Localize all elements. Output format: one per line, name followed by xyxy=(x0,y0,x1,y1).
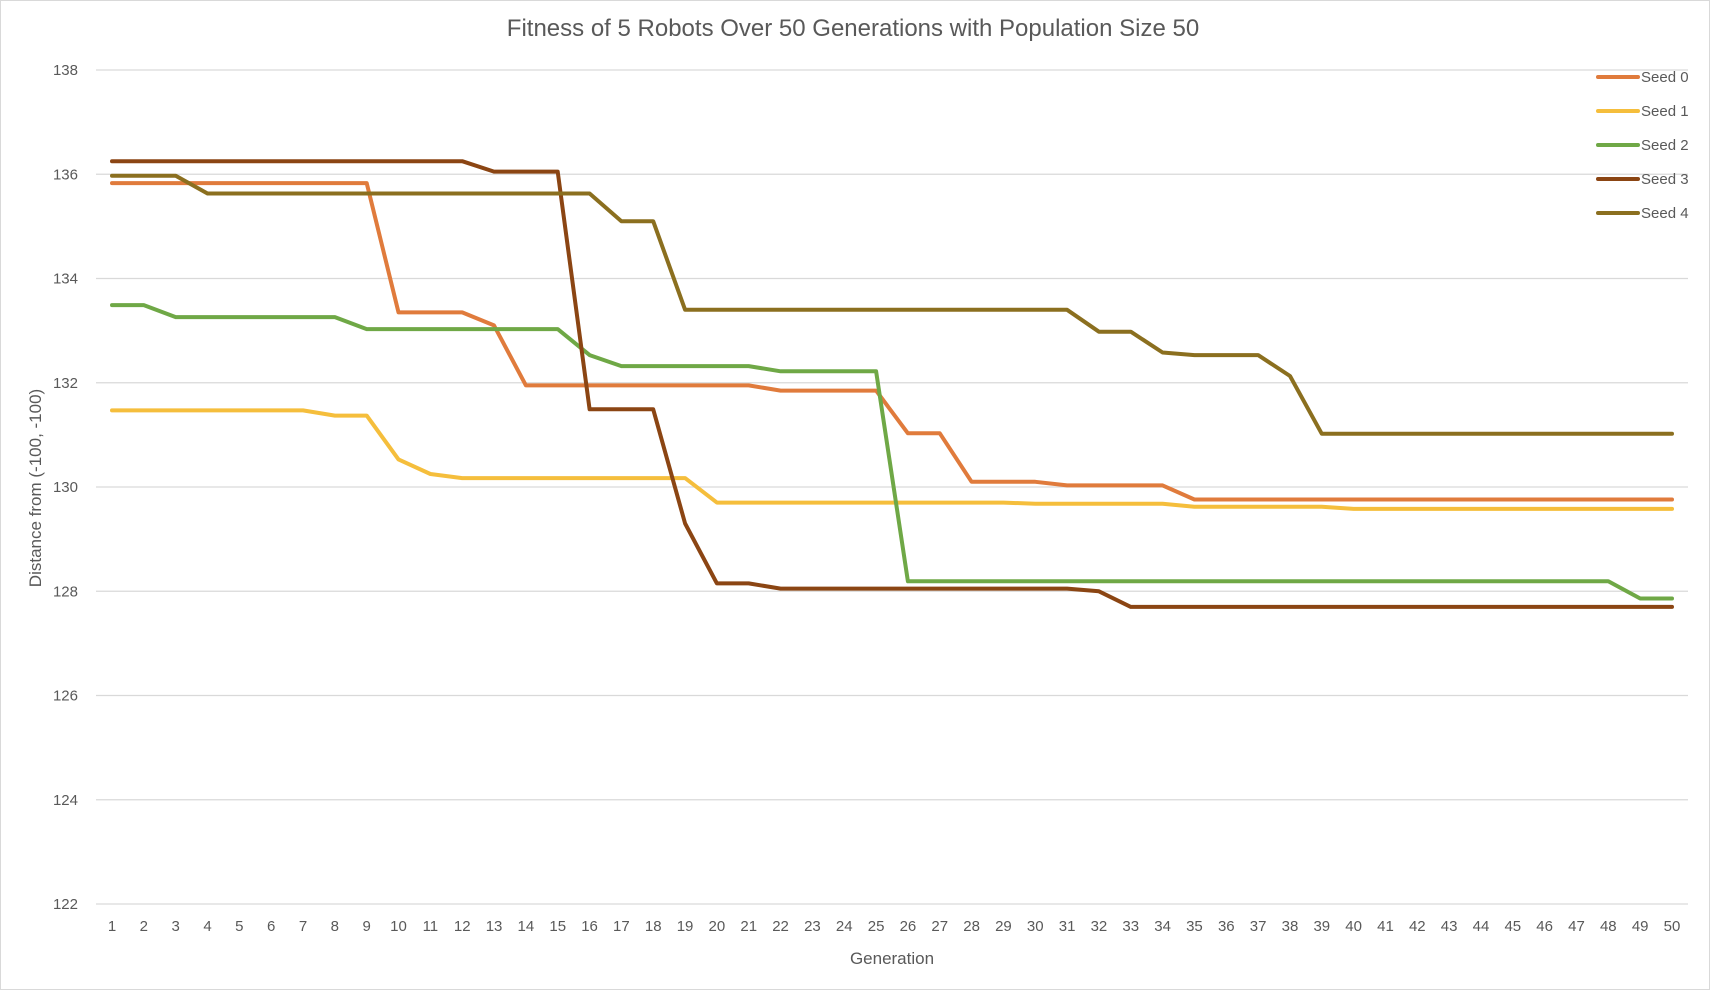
x-tick-label: 10 xyxy=(390,918,407,935)
legend-item-seed-3: Seed 3 xyxy=(1596,171,1689,188)
chart-title: Fitness of 5 Robots Over 50 Generations … xyxy=(507,15,1199,42)
series-lines xyxy=(110,159,1674,609)
x-tick-label: 13 xyxy=(486,918,503,935)
x-tick-label: 46 xyxy=(1536,918,1553,935)
x-tick-label: 48 xyxy=(1600,918,1617,935)
y-tick-label: 136 xyxy=(53,166,78,183)
y-tick-label: 124 xyxy=(53,792,78,809)
series-line-seed-3 xyxy=(110,159,1674,609)
x-tick-label: 19 xyxy=(677,918,694,935)
series-line-seed-4 xyxy=(110,173,1674,436)
x-tick-label: 26 xyxy=(900,918,917,935)
x-tick-label: 11 xyxy=(423,918,439,935)
x-tick-label: 30 xyxy=(1027,918,1044,935)
y-tick-label: 126 xyxy=(53,688,78,705)
x-axis-label: Generation xyxy=(850,949,934,968)
x-tick-label: 2 xyxy=(140,918,148,935)
series-line-seed-2 xyxy=(110,303,1674,601)
x-tick-label: 18 xyxy=(645,918,662,935)
x-tick-label: 28 xyxy=(963,918,980,935)
legend-label: Seed 0 xyxy=(1641,69,1689,86)
y-tick-label: 132 xyxy=(53,375,78,392)
x-tick-label: 14 xyxy=(518,918,535,935)
x-tick-label: 27 xyxy=(931,918,948,935)
x-tick-label: 17 xyxy=(613,918,630,935)
y-tick-label: 122 xyxy=(53,896,78,913)
x-tick-label: 6 xyxy=(267,918,275,935)
x-tick-label: 24 xyxy=(836,918,853,935)
legend-item-seed-2: Seed 2 xyxy=(1596,137,1689,154)
legend-item-seed-4: Seed 4 xyxy=(1596,205,1689,222)
y-axis-ticks: 122 124 126 128 130 132 134 136 138 xyxy=(53,62,78,913)
x-tick-label: 44 xyxy=(1473,918,1490,935)
legend-item-seed-0: Seed 0 xyxy=(1596,69,1689,86)
legend-label: Seed 4 xyxy=(1641,205,1689,222)
x-tick-label: 36 xyxy=(1218,918,1235,935)
series-line-seed-0 xyxy=(110,181,1674,502)
x-tick-label: 41 xyxy=(1377,918,1394,935)
x-tick-label: 29 xyxy=(995,918,1012,935)
x-tick-label: 22 xyxy=(772,918,789,935)
x-tick-label: 20 xyxy=(709,918,726,935)
x-tick-label: 25 xyxy=(868,918,885,935)
x-tick-label: 12 xyxy=(454,918,471,935)
x-tick-label: 16 xyxy=(581,918,598,935)
x-tick-label: 33 xyxy=(1122,918,1139,935)
x-tick-label: 3 xyxy=(172,918,180,935)
x-tick-label: 4 xyxy=(203,918,211,935)
y-axis-label: Distance from (-100, -100) xyxy=(26,389,45,587)
x-tick-label: 35 xyxy=(1186,918,1203,935)
x-tick-label: 45 xyxy=(1504,918,1521,935)
x-tick-label: 49 xyxy=(1632,918,1649,935)
x-tick-label: 1 xyxy=(108,918,116,935)
legend: Seed 0 Seed 1 Seed 2 Seed 3 Seed 4 xyxy=(1596,69,1689,222)
y-tick-label: 128 xyxy=(53,583,78,600)
legend-item-seed-1: Seed 1 xyxy=(1596,103,1689,120)
x-tick-label: 32 xyxy=(1091,918,1108,935)
x-tick-label: 8 xyxy=(331,918,339,935)
x-tick-label: 21 xyxy=(740,918,757,935)
y-tick-label: 130 xyxy=(53,479,78,496)
x-tick-label: 39 xyxy=(1313,918,1330,935)
x-tick-label: 9 xyxy=(363,918,371,935)
x-axis-ticks: 1 2 3 4 5 6 7 8 9 10 11 12 13 14 15 16 17 18 19 20 21 22 23 24 2… xyxy=(108,918,1681,935)
x-tick-label: 34 xyxy=(1154,918,1171,935)
legend-label: Seed 2 xyxy=(1641,137,1689,154)
x-tick-label: 37 xyxy=(1250,918,1267,935)
y-tick-label: 134 xyxy=(53,271,78,288)
series-line-seed-1 xyxy=(110,408,1674,511)
x-tick-label: 42 xyxy=(1409,918,1426,935)
x-tick-label: 47 xyxy=(1568,918,1585,935)
x-tick-label: 38 xyxy=(1282,918,1299,935)
x-tick-label: 23 xyxy=(804,918,821,935)
x-tick-label: 50 xyxy=(1664,918,1681,935)
x-tick-label: 15 xyxy=(549,918,566,935)
legend-label: Seed 1 xyxy=(1641,103,1689,120)
x-tick-label: 7 xyxy=(299,918,307,935)
y-tick-label: 138 xyxy=(53,62,78,79)
x-tick-label: 43 xyxy=(1441,918,1458,935)
legend-label: Seed 3 xyxy=(1641,171,1689,188)
x-tick-label: 31 xyxy=(1059,918,1076,935)
x-tick-label: 5 xyxy=(235,918,243,935)
x-tick-label: 40 xyxy=(1345,918,1362,935)
